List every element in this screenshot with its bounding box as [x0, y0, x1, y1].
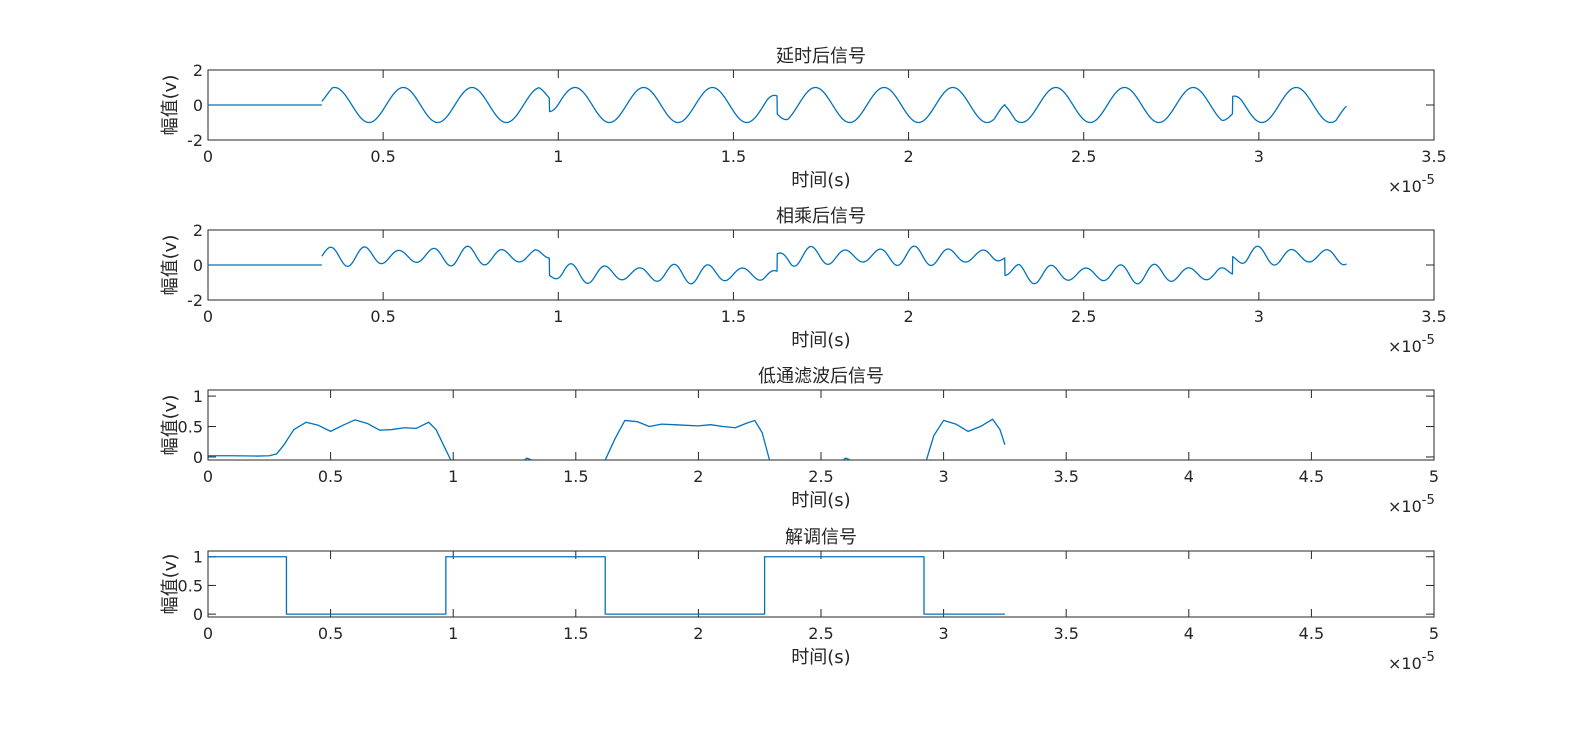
x-scale-exponent: -5: [1422, 493, 1435, 508]
x-scale-exponent-label: ×10-5: [1388, 493, 1435, 516]
x-tick-label: 2.5: [808, 624, 833, 643]
x-scale-factor: ×10: [1388, 497, 1422, 516]
y-axis-label: 幅值(v): [160, 235, 181, 296]
x-axis-label: 时间(s): [791, 490, 850, 511]
y-tick-label: 2: [193, 61, 203, 80]
x-tick-label: 1.5: [563, 624, 588, 643]
x-tick-label: 3: [1254, 147, 1264, 166]
y-tick-label: 1: [193, 548, 203, 567]
x-tick-label: 4.5: [1299, 624, 1324, 643]
y-axis-label: 幅值(v): [160, 554, 181, 615]
x-scale-exponent-label: ×10-5: [1388, 650, 1435, 673]
x-axis-label: 时间(s): [791, 330, 850, 351]
x-tick-label: 2: [903, 307, 913, 326]
x-tick-label: 4.5: [1299, 467, 1324, 486]
series-line: [321, 245, 1347, 285]
y-tick-label: -2: [187, 291, 203, 310]
series-line-segment: [842, 457, 851, 460]
x-tick-label: 0.5: [318, 624, 343, 643]
x-scale-factor: ×10: [1388, 654, 1422, 673]
axes-box: [207, 550, 1435, 618]
x-tick-label: 3.5: [1421, 147, 1446, 166]
x-tick-label: 2.5: [1071, 147, 1096, 166]
chart-title: 延时后信号: [776, 46, 866, 67]
x-tick-label: 1: [448, 467, 458, 486]
series-line-segment: [604, 419, 771, 460]
y-tick-label: 0.5: [178, 576, 203, 595]
y-tick-label: 0: [193, 96, 203, 115]
y-tick-label: 0: [193, 256, 203, 275]
y-tick-label: 0: [193, 448, 203, 467]
x-tick-label: 0: [203, 307, 213, 326]
series-group: [208, 245, 1347, 285]
x-scale-exponent: -5: [1422, 650, 1435, 665]
x-scale-exponent-label: ×10-5: [1388, 173, 1435, 196]
chart-title: 解调信号: [785, 527, 857, 548]
series-group: [208, 418, 1006, 460]
x-axis-label: 时间(s): [791, 647, 850, 668]
axes-box: [207, 229, 1435, 301]
x-tick-label: 3.5: [1421, 307, 1446, 326]
x-tick-label: 2: [693, 624, 703, 643]
x-scale-factor: ×10: [1388, 337, 1422, 356]
x-scale-exponent: -5: [1422, 333, 1435, 348]
x-tick-label: 2: [903, 147, 913, 166]
chart-title: 相乘后信号: [776, 206, 866, 227]
series-line: [208, 419, 452, 460]
axes-box: [207, 389, 1435, 461]
x-tick-label: 3.5: [1053, 624, 1078, 643]
y-axis-label: 幅值(v): [160, 395, 181, 456]
series-line: [208, 556, 1005, 615]
x-tick-label: 0.5: [318, 467, 343, 486]
series-group: [208, 556, 1005, 615]
x-tick-label: 5: [1429, 467, 1439, 486]
x-tick-label: 1: [553, 307, 563, 326]
y-axis-label: 幅值(v): [160, 75, 181, 136]
x-scale-exponent-label: ×10-5: [1388, 333, 1435, 356]
x-tick-label: 1: [448, 624, 458, 643]
x-tick-label: 3: [1254, 307, 1264, 326]
series-line: [321, 86, 1347, 124]
x-scale-factor: ×10: [1388, 177, 1422, 196]
series-line-segment: [523, 457, 532, 460]
x-tick-label: 4: [1184, 624, 1194, 643]
x-tick-label: 0: [203, 147, 213, 166]
x-tick-label: 1.5: [721, 307, 746, 326]
x-tick-label: 0: [203, 467, 213, 486]
x-tick-label: 1: [553, 147, 563, 166]
axes-box: [207, 69, 1435, 141]
y-tick-label: 0: [193, 605, 203, 624]
x-tick-label: 3: [939, 624, 949, 643]
x-tick-label: 2: [693, 467, 703, 486]
chart-title: 低通滤波后信号: [758, 366, 884, 387]
x-tick-label: 3.5: [1053, 467, 1078, 486]
series-group: [208, 86, 1347, 124]
x-tick-label: 1.5: [563, 467, 588, 486]
x-scale-exponent: -5: [1422, 173, 1435, 188]
x-tick-label: 0.5: [370, 147, 395, 166]
y-tick-label: 1: [193, 387, 203, 406]
x-tick-label: 2.5: [1071, 307, 1096, 326]
x-tick-label: 5: [1429, 624, 1439, 643]
subplots-container: 0 0.5 1 1.5 2 2.5 3 3.5-202延时后信号时间(s)幅值(v)×10-5…: [160, 46, 1447, 673]
x-axis-label: 时间(s): [791, 170, 850, 191]
y-tick-label: 0.5: [178, 418, 203, 437]
x-tick-label: 2.5: [808, 467, 833, 486]
x-tick-label: 1.5: [721, 147, 746, 166]
x-tick-label: 4: [1184, 467, 1194, 486]
x-tick-label: 3: [939, 467, 949, 486]
y-tick-label: -2: [187, 131, 203, 150]
series-line-segment: [925, 418, 1006, 460]
x-tick-label: 0: [203, 624, 213, 643]
y-tick-label: 2: [193, 221, 203, 240]
x-tick-label: 0.5: [370, 307, 395, 326]
